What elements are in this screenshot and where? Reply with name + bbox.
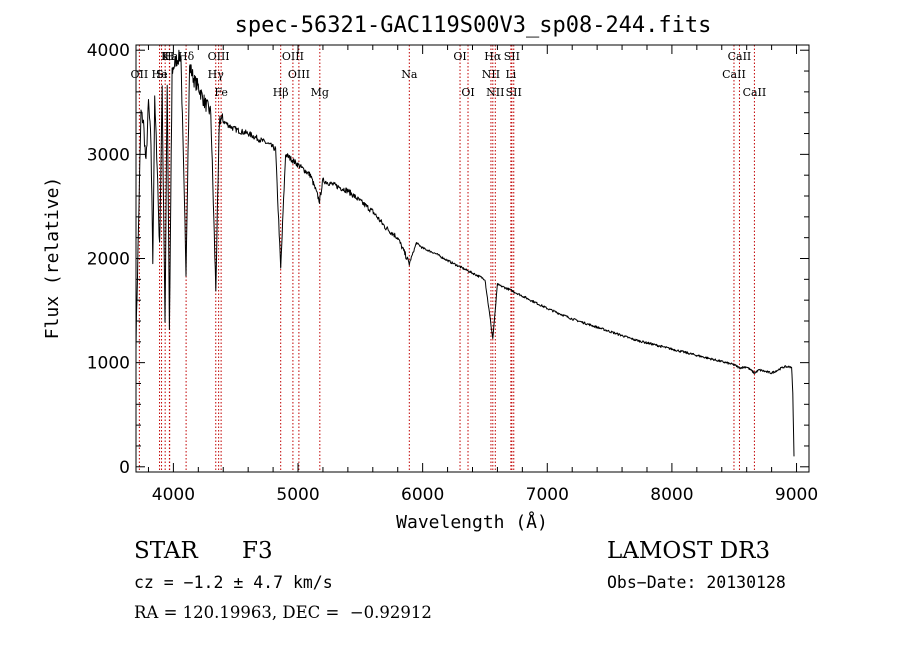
- line-label-12: Hβ: [273, 86, 289, 99]
- line-label-5: He: [152, 68, 168, 81]
- x-axis-label: Wavelength (Å): [396, 511, 548, 533]
- x-tick-label-9000: 9000: [775, 485, 818, 505]
- y-tick-label-2000: 2000: [87, 250, 130, 270]
- line-label-11: OIII: [288, 68, 310, 81]
- emission-line-markers: [138, 45, 755, 472]
- y-axis-ticks: 0 1000 2000 3000 4000: [87, 41, 809, 478]
- line-label-22: SII: [506, 86, 522, 99]
- line-label-23: CaII: [728, 50, 752, 63]
- spectrum-series-line: [135, 49, 795, 457]
- line-label-0: Hδ: [178, 50, 195, 63]
- line-label-25: CaII: [743, 86, 767, 99]
- redshift-cz: cz = −1.2 ± 4.7 km/s: [134, 573, 333, 592]
- survey-name: LAMOST DR3: [607, 538, 771, 564]
- line-label-19: NII: [482, 68, 500, 81]
- object-subclass: F3: [242, 538, 273, 564]
- x-tick-label-6000: 6000: [401, 485, 444, 505]
- plot-frame: [135, 44, 810, 473]
- line-label-15: OI: [453, 50, 466, 63]
- object-class: STAR: [134, 538, 198, 564]
- line-label-20: Li: [505, 68, 516, 81]
- line-label-18: SII: [504, 50, 520, 63]
- line-label-9: Fe: [214, 86, 228, 99]
- line-label-16: OI: [461, 86, 474, 99]
- chart-title: spec-56321-GAC119S00V3_sp08-244.fits: [235, 13, 712, 38]
- line-label-1: K: [161, 50, 170, 63]
- observation-date: Obs−Date: 20130128: [607, 573, 786, 592]
- x-axis-ticks: 4000 5000 6000 7000 8000 9000: [147, 45, 818, 505]
- line-label-2: H: [165, 50, 175, 63]
- x-tick-label-8000: 8000: [650, 485, 693, 505]
- line-label-6: Si: [156, 68, 168, 81]
- y-tick-label-4000: 4000: [87, 41, 130, 61]
- y-tick-label-3000: 3000: [87, 145, 130, 165]
- line-label-21: NII: [486, 86, 504, 99]
- coordinates: RA = 120.19963, DEC = −0.92912: [134, 603, 432, 622]
- line-label-4: OII: [131, 68, 149, 81]
- line-label-24: CaII: [722, 68, 746, 81]
- line-label-7: OIII: [208, 50, 230, 63]
- line-label-8: Hγ: [208, 68, 225, 81]
- y-tick-label-0: 0: [119, 458, 130, 478]
- x-tick-label-5000: 5000: [276, 485, 319, 505]
- x-tick-label-7000: 7000: [526, 485, 569, 505]
- x-tick-label-4000: 4000: [152, 485, 195, 505]
- line-label-13: Mg: [311, 86, 329, 99]
- y-tick-label-1000: 1000: [87, 354, 130, 374]
- y-axis-label: Flux (relative): [42, 177, 63, 340]
- line-label-14: Na: [401, 68, 418, 81]
- line-label-10: OIII: [282, 50, 304, 63]
- line-label-17: Hα: [484, 50, 502, 63]
